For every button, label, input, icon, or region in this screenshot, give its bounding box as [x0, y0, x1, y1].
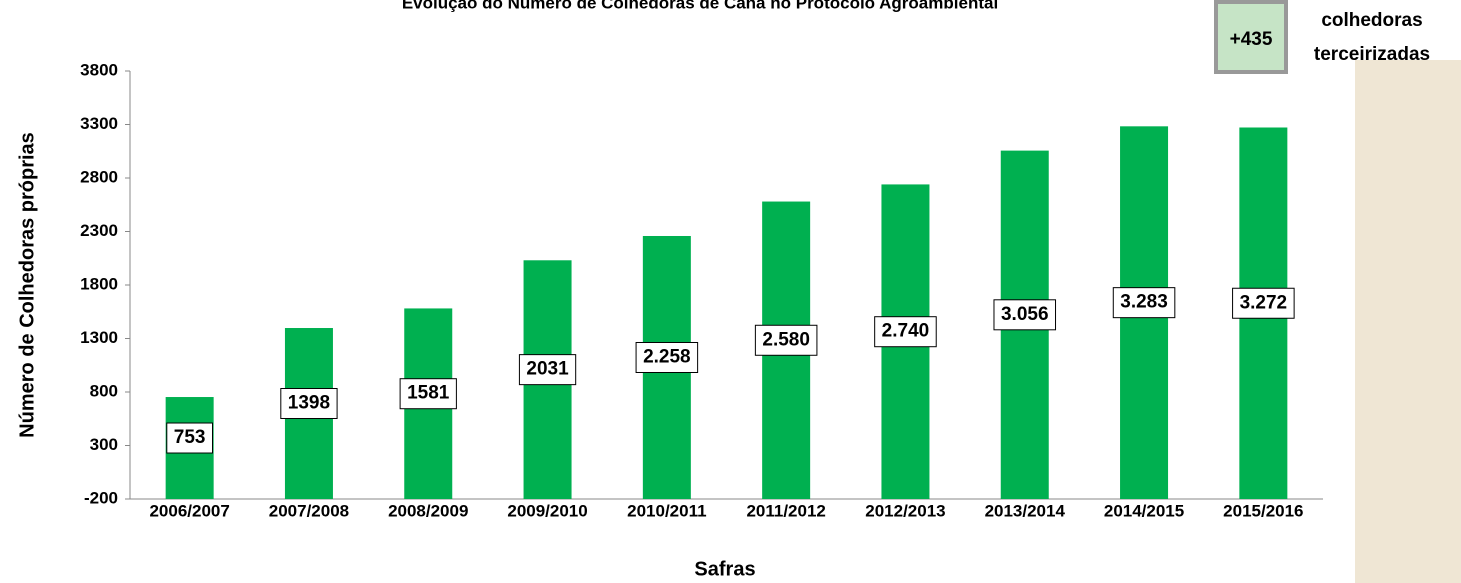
value-label: 1581 [407, 383, 450, 404]
x-tick-label: 2007/2008 [269, 501, 349, 520]
x-tick-label: 2012/2013 [865, 501, 945, 520]
value-label-box [1232, 287, 1295, 319]
chart-title: Evolução do Número de Colhedoras de Cana… [402, 0, 998, 12]
x-tick-label: 2006/2007 [149, 501, 229, 520]
value-label-box [754, 324, 818, 356]
value-label: 2.740 [882, 321, 930, 342]
value-label: 1398 [288, 393, 330, 414]
annotation-text: terceirizadas [1314, 44, 1430, 65]
value-label: 2.580 [762, 329, 810, 350]
value-label: 3.283 [1120, 292, 1168, 313]
value-label-box [874, 316, 937, 348]
x-tick-label: 2011/2012 [746, 501, 825, 520]
x-axis-title: Safras [694, 558, 755, 580]
value-label-box [280, 388, 338, 420]
value-label: 3.056 [1001, 304, 1049, 325]
background-photo [1355, 60, 1461, 583]
x-tick-label: 2009/2010 [507, 501, 587, 520]
value-label-box [1112, 287, 1176, 319]
value-label-box [166, 422, 214, 454]
value-label: 2.258 [643, 347, 691, 368]
x-tick-label: 2010/2011 [627, 501, 706, 520]
annotation-box [1214, 0, 1288, 74]
value-label: 753 [174, 427, 206, 448]
y-tick-label: 300 [90, 435, 118, 454]
y-tick-label: 2800 [80, 167, 118, 186]
y-axis-title: Número de Colhedoras próprias [16, 132, 38, 438]
value-label-box [518, 354, 577, 386]
x-tick-label: 2015/2016 [1223, 501, 1303, 520]
annotation-text: colhedoras [1321, 10, 1422, 31]
value-label: 2031 [526, 359, 569, 380]
x-tick-label: 2013/2014 [985, 501, 1066, 520]
y-tick-label: 800 [90, 381, 118, 400]
x-tick-label: 2008/2009 [388, 501, 468, 520]
value-label-box [635, 341, 699, 373]
y-tick-label: 1800 [80, 274, 118, 293]
y-tick-label: 1300 [80, 328, 118, 347]
y-tick-label: 2300 [80, 221, 118, 240]
annotation-value: +435 [1230, 29, 1273, 50]
y-tick-label: -200 [84, 488, 118, 507]
value-label: 3.272 [1240, 292, 1288, 313]
value-label-box [399, 378, 457, 410]
y-tick-label: 3300 [80, 114, 118, 133]
y-tick-label: 3800 [80, 60, 118, 79]
value-label-box [993, 299, 1057, 331]
x-tick-label: 2014/2015 [1104, 501, 1184, 520]
